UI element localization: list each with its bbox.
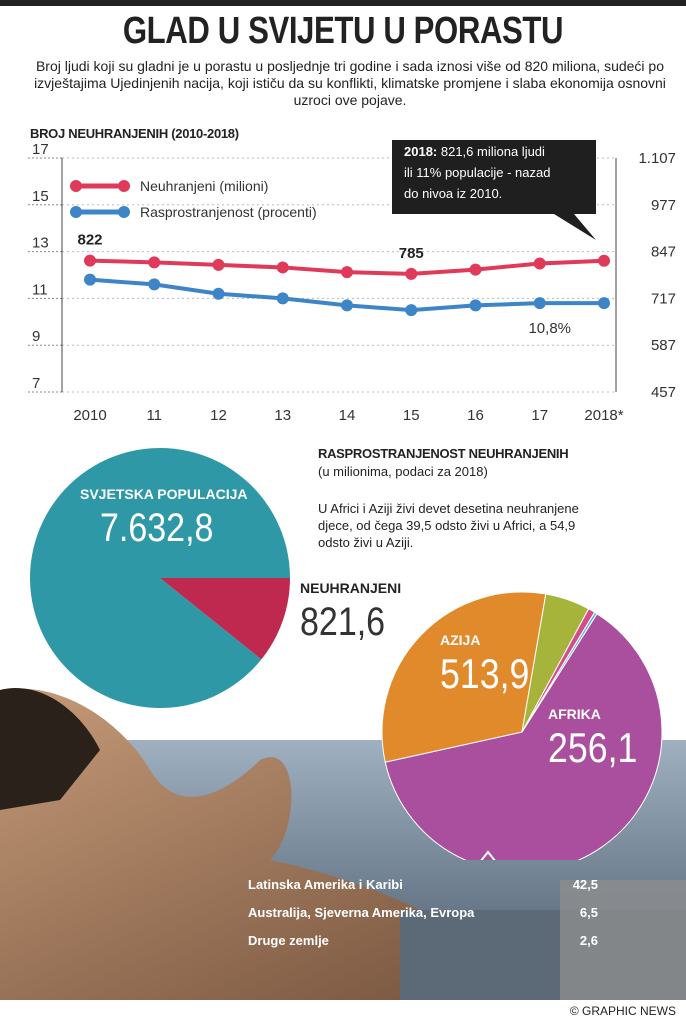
point-undernourished [84,254,96,267]
right-tick-label: 457 [651,384,676,401]
pie-charts [30,448,663,860]
table-row: Australija, Sjeverna Amerika, Evropa 6,5 [248,898,598,926]
point-undernourished [533,257,546,270]
undernourished-label: NEUHRANJENI [300,580,402,596]
pie-slice-africa [381,591,547,763]
data-label-last-pct: 10,8% [528,320,571,337]
x-tick-label: 17 [531,407,548,424]
annotation-line: do nivoa iz 2010. [404,186,502,201]
point-prevalence [84,273,96,286]
left-tick-label: 9 [32,328,40,345]
data-label-min: 785 [399,245,424,262]
annotation-callout: 2018: 821,6 miliona ljudi ili 11% populac… [392,140,596,240]
table-row: Latinska Amerika i Karibi 42,5 [248,870,598,898]
left-tick-label: 11 [32,281,48,298]
annotation-line: ili 11% populacije - nazad [404,165,550,180]
x-tick-label: 2010 [73,407,106,424]
region-label: Australija, Sjeverna Amerika, Evropa [248,904,475,920]
table-row: Druge zemlje 2,6 [248,926,598,954]
x-tick-label: 13 [274,407,291,424]
pie-slice-undernourished [160,578,290,660]
point-prevalence [341,299,353,312]
annotation-line: 2018: 821,6 miliona ljudi [404,144,545,159]
region-label: Druge zemlje [248,932,329,948]
annotation-box [392,140,596,240]
world-population-label: SVJETSKA POPULACIJA [80,486,248,502]
africa-label: AFRIKA [548,706,601,722]
x-tick-label: 11 [146,407,162,424]
intro-text: Broj ljudi koji su gladni je u porastu u… [34,58,666,108]
point-undernourished [341,266,353,279]
pie-slice-other [521,611,598,733]
undernourished-value: 821,6 [300,600,386,644]
point-prevalence [405,304,418,317]
pie-title: RASPROSTRANJENOST NEUHRANJENIH [318,446,569,461]
pie-subtitle: (u milionima, podaci za 2018) [318,464,488,479]
line-chart: 17 1.107 15 977 13 847 11 717 9 587 7 457 2010 11 12 13… [28,140,676,424]
point-undernourished [276,261,289,274]
right-tick-label: 1.107 [638,150,676,167]
point-prevalence [148,278,161,291]
legend-dot [70,180,82,192]
x-tick-label: 2018* [584,407,623,424]
africa-value: 256,1 [548,724,638,771]
pie-slice-world [30,448,291,708]
point-prevalence [533,297,546,310]
x-tick-label: 14 [339,407,356,424]
world-population-value: 7.632,8 [100,506,214,550]
annotation-text: 821,6 miliona ljudi [437,144,545,159]
data-label-first: 822 [77,232,102,249]
x-tick-label: 12 [210,407,227,424]
point-prevalence [469,299,482,312]
right-tick-label: 977 [651,197,676,214]
point-undernourished [212,258,225,271]
line-chart-title: BROJ NEUHRANJENIH (2010-2018) [30,126,239,141]
region-value: 6,5 [579,904,598,920]
right-tick-label: 847 [651,244,676,261]
pie-note: U Africi i Aziji živi devet desetina neu… [318,501,579,550]
point-undernourished [598,254,610,267]
credit: © GRAPHIC NEWS [569,1004,676,1018]
left-tick-label: 17 [32,141,49,158]
region-value: 2,6 [579,932,598,948]
point-prevalence [212,287,225,300]
point-prevalence [276,292,289,305]
legend-label-undernourished: Neuhranjeni (milioni) [140,178,268,194]
point-prevalence [598,297,610,310]
point-undernourished [148,256,161,269]
right-tick-label: 717 [651,290,676,307]
other-regions-table: Latinska Amerika i Karibi 42,5 Australija… [248,870,598,954]
left-tick-label: 13 [32,235,49,252]
asia-value: 513,9 [440,650,530,697]
point-undernourished [405,267,418,280]
x-tick-label: 15 [403,407,420,424]
connector-line [480,850,496,860]
annotation-bold: 2018: [404,144,437,159]
point-undernourished [469,263,482,276]
left-tick-label: 7 [32,375,40,392]
right-tick-label: 587 [651,337,676,354]
pie-slice-asia [384,613,663,860]
region-value: 42,5 [572,876,598,892]
legend-label-prevalence: Rasprostranjenost (procenti) [140,204,317,220]
legend-dot [118,206,130,218]
top-rule [0,0,686,6]
left-tick-label: 15 [32,188,49,205]
region-label: Latinska Amerika i Karibi [248,876,403,892]
legend-dot [118,180,130,192]
x-tick-label: 16 [467,407,484,424]
background-photo [0,688,686,1000]
page-title: GLAD U SVIJETU U PORASTU [122,10,564,52]
legend-dot [70,206,82,218]
asia-label: AZIJA [440,632,481,648]
